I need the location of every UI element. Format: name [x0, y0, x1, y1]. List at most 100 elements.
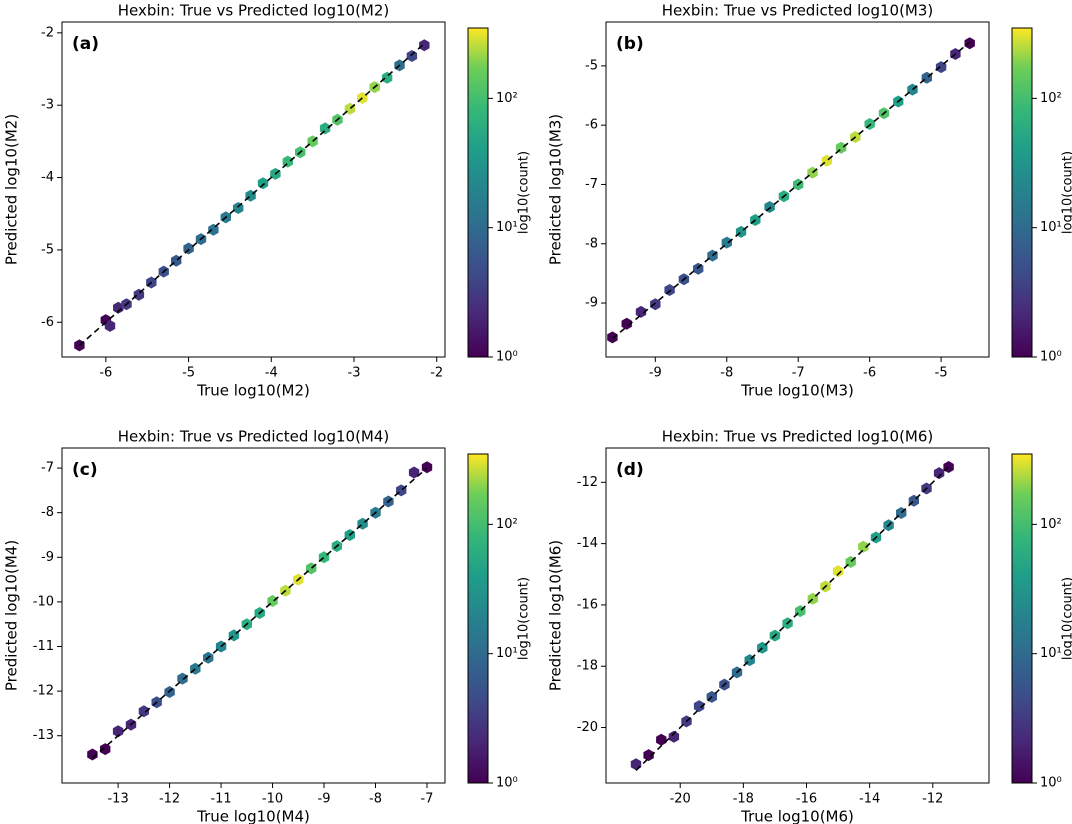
x-tick-label: -8 [369, 792, 382, 807]
colorbar-tick-label: 10² [496, 517, 518, 532]
y-tick-label: -12 [577, 475, 598, 490]
colorbar [1011, 27, 1033, 358]
hexbin-cell [933, 467, 945, 480]
identity-line [611, 41, 971, 340]
x-tick-label: -9 [318, 792, 331, 807]
x-tick-label: -12 [922, 792, 943, 807]
y-tick-label: -2 [41, 25, 54, 40]
y-tick-label: -5 [585, 58, 598, 73]
y-axis-label: Predicted log10(M3) [547, 114, 565, 265]
x-tick-label: -5 [935, 366, 948, 381]
panel-label: (c) [72, 460, 98, 480]
y-tick-label: -3 [41, 98, 54, 113]
hexbin-cell [177, 672, 188, 685]
plot-area [607, 37, 975, 344]
hexbin-cell [832, 565, 844, 578]
hexbin-cell [408, 466, 420, 479]
y-tick-label: -4 [41, 170, 54, 185]
x-tick-label: -11 [210, 792, 231, 807]
y-tick-label: -18 [577, 659, 598, 674]
y-tick-label: -14 [577, 536, 598, 551]
x-axis-label: True log10(M4) [196, 808, 310, 824]
y-tick-label: -6 [41, 315, 54, 330]
hexbin-cell [656, 733, 667, 746]
colorbar [467, 453, 489, 784]
y-tick-label: -10 [33, 594, 54, 609]
colorbar-tick-label: 10¹ [1040, 220, 1062, 235]
identity-line [91, 467, 428, 759]
axes-frame [61, 21, 446, 358]
hexbin-cell [764, 201, 775, 213]
hexbin-cell [630, 758, 642, 771]
y-tick-label: -6 [585, 118, 598, 133]
x-tick-label: -14 [859, 792, 880, 807]
colorbar-tick-label: 10⁰ [1040, 776, 1062, 791]
x-tick-label: -18 [733, 792, 754, 807]
plot-area [630, 461, 954, 772]
colorbar-tick-label: 10⁰ [1040, 350, 1062, 365]
hexbin-cell [668, 730, 680, 743]
hexbin-cell [421, 461, 433, 474]
colorbar-tick-label: 10⁰ [496, 776, 518, 791]
hexbin-cell [104, 319, 116, 332]
hexbin-cell [821, 154, 832, 167]
hexbin-cell [112, 725, 124, 738]
y-tick-label: -20 [577, 720, 598, 735]
hexbin-cell [907, 83, 918, 96]
colorbar-label: log10(count) [517, 151, 532, 234]
panel-label: (d) [616, 460, 644, 480]
hexbin-cell [807, 166, 818, 179]
x-tick-label: -8 [720, 366, 733, 381]
x-tick-label: -4 [265, 366, 278, 381]
y-axis-label: Predicted log10(M2) [3, 114, 21, 265]
hexbin-cell [664, 284, 675, 296]
hexbin-cell [113, 301, 124, 314]
x-tick-label: -13 [107, 792, 128, 807]
hexbin-cell [406, 50, 418, 62]
y-tick-label: -7 [585, 177, 598, 192]
colorbar-tick-label: 10⁰ [496, 350, 518, 365]
hexbin-cell [621, 317, 632, 330]
y-axis-label: Predicted log10(M4) [3, 540, 21, 691]
y-tick-label: -5 [41, 242, 54, 257]
hexbin-cell [964, 37, 975, 50]
x-tick-label: -6 [99, 366, 112, 381]
chart-title: Hexbin: True vs Predicted log10(M6) [662, 428, 934, 446]
hexbin-cell [319, 122, 331, 135]
chart-title: Hexbin: True vs Predicted log10(M2) [118, 2, 390, 20]
plot-area [87, 461, 433, 761]
y-tick-label: -8 [585, 236, 598, 251]
hexbin-cell [87, 748, 98, 761]
x-tick-label: -6 [863, 366, 876, 381]
x-tick-label: -3 [348, 366, 361, 381]
axes-frame [605, 21, 990, 358]
x-tick-label: -7 [420, 792, 433, 807]
hexbin-cell [650, 298, 661, 311]
hexbin-cell [921, 71, 932, 84]
colorbar-tick-label: 10¹ [1040, 646, 1062, 661]
hexbin-cell [735, 225, 747, 238]
x-tick-label: -20 [670, 792, 691, 807]
colorbar-label: log10(count) [517, 577, 532, 660]
y-tick-label: -9 [585, 296, 598, 311]
hexbin-cell [607, 331, 618, 344]
y-tick-label: -7 [41, 461, 54, 476]
x-tick-label: -5 [182, 366, 195, 381]
hexbin-cell [643, 749, 654, 762]
colorbar-label: log10(count) [1061, 151, 1072, 234]
x-tick-label: -7 [792, 366, 805, 381]
x-tick-label: -2 [430, 366, 443, 381]
y-tick-label: -16 [577, 597, 598, 612]
x-axis-label: True log10(M6) [740, 808, 854, 824]
chart-title: Hexbin: True vs Predicted log10(M3) [662, 2, 934, 20]
x-tick-label: -16 [796, 792, 817, 807]
colorbar [467, 27, 489, 358]
panel-label: (b) [616, 34, 644, 54]
identity-line [635, 466, 950, 772]
panel-label: (a) [72, 34, 99, 54]
colorbar-tick-label: 10¹ [496, 220, 518, 235]
hexbin-cell [864, 118, 875, 130]
x-axis-label: True log10(M3) [740, 382, 854, 400]
axes-frame [605, 447, 990, 784]
